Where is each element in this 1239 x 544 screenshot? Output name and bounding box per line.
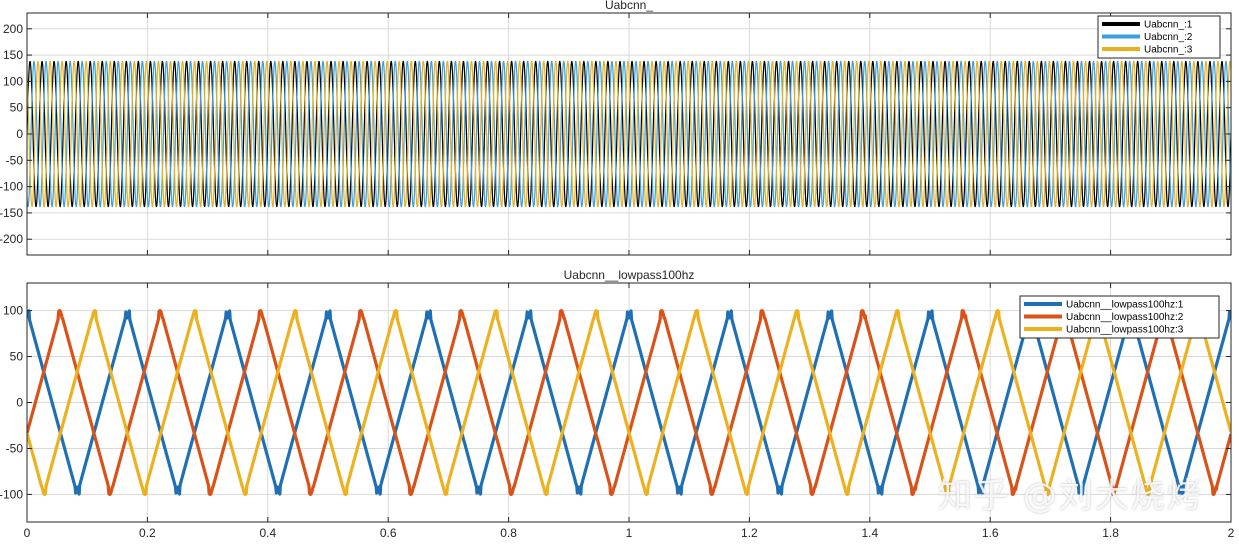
watermark: 知乎 @刘大烧烤 — [938, 476, 1203, 516]
legend-label-3: Uabcnn__lowpass100hz:3 — [1066, 325, 1184, 336]
y-tick-label: 100 — [3, 74, 23, 88]
x-tick-label: 0.2 — [139, 526, 156, 540]
x-tick-label: 1 — [626, 526, 633, 540]
legend: Uabcnn__lowpass100hz:1Uabcnn__lowpass100… — [1019, 295, 1220, 339]
chart-title: Uabcnn__lowpass100hz — [564, 268, 695, 282]
x-tick-label: 0.4 — [259, 526, 276, 540]
series-line-2 — [27, 60, 1231, 208]
series-group — [27, 60, 1231, 208]
x-tick-label: 1.4 — [861, 526, 878, 540]
series-line-3 — [27, 60, 1231, 208]
y-tick-label: -200 — [0, 232, 23, 246]
x-tick-label: 1.2 — [741, 526, 758, 540]
y-tick-label: 100 — [3, 304, 23, 318]
y-tick-label: 50 — [10, 101, 24, 115]
legend-label-1: Uabcnn__lowpass100hz:1 — [1066, 300, 1184, 311]
chart-panel-2: -100 -50 0 50 100 0 0.2 0.4 0.6 0.8 1 1.2 1.4 1.6 1.8 2… — [0, 268, 1235, 540]
series-line-1 — [27, 60, 1231, 208]
y-tick-label: -50 — [6, 441, 24, 455]
y-tick-label: 200 — [3, 22, 23, 36]
x-tick-label: 2 — [1228, 526, 1235, 540]
y-tick-label: 150 — [3, 48, 23, 62]
legend-label-3: Uabcnn_:3 — [1144, 45, 1193, 56]
y-tick-label: 0 — [16, 396, 23, 410]
series-line-3 — [27, 308, 1231, 497]
legend-label-2: Uabcnn__lowpass100hz:2 — [1066, 312, 1184, 323]
legend-label-2: Uabcnn_:2 — [1144, 32, 1193, 43]
x-tick-label: 0 — [24, 526, 31, 540]
x-tick-label: 0.8 — [500, 526, 517, 540]
y-tick-label: -100 — [0, 180, 23, 194]
chart-title: Uabcnn_ — [605, 0, 653, 12]
x-tick-label: 0.6 — [380, 526, 397, 540]
y-tick-label: -100 — [0, 487, 23, 501]
y-tick-label: 50 — [10, 350, 24, 364]
chart-panel-1: -200 -150 -100 -50 0 50 100 150 200 Uabcnn_ Uabcnn… — [0, 0, 1232, 256]
x-tick-label: 1.8 — [1102, 526, 1119, 540]
y-tick-label: -150 — [0, 206, 23, 220]
legend-label-1: Uabcnn_:1 — [1144, 20, 1193, 31]
y-tick-label: -50 — [6, 153, 24, 167]
y-tick-label: 0 — [16, 127, 23, 141]
x-tick-label: 1.6 — [982, 526, 999, 540]
